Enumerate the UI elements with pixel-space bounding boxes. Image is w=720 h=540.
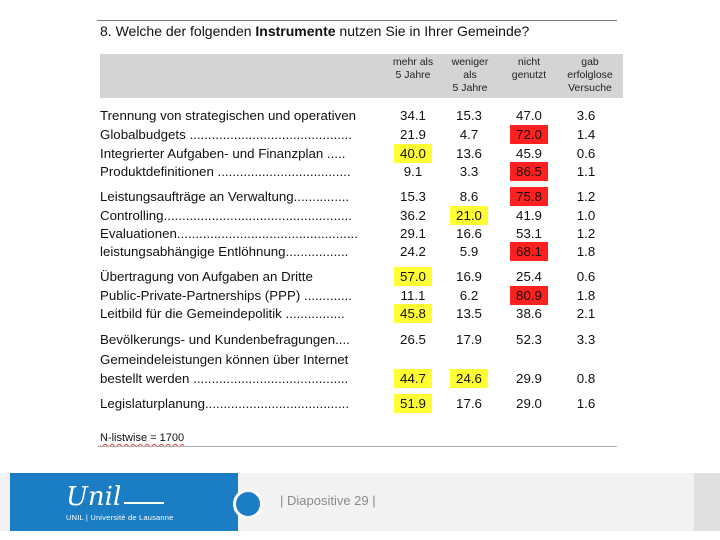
table-cell: 21.9 <box>400 127 426 142</box>
table-cell: 1.6 <box>576 396 596 411</box>
table-header-band <box>100 54 623 98</box>
column-header: mehr als 5 Jahre <box>392 56 434 81</box>
table-cell: 13.5 <box>456 306 482 321</box>
table-cell: 25.4 <box>516 269 542 284</box>
table-cell: 8.6 <box>459 189 479 204</box>
table-cell: 1.2 <box>576 189 596 204</box>
table-cell: 0.6 <box>576 146 596 161</box>
row-label: bestellt werden ........................… <box>100 371 349 386</box>
table-cell: 9.1 <box>403 164 423 179</box>
table-cell: 1.1 <box>576 164 596 179</box>
row-label: Trennung von strategischen und operative… <box>100 108 357 123</box>
table-cell: 36.2 <box>400 208 426 223</box>
table-cell: 0.8 <box>576 371 596 386</box>
table-cell: 3.3 <box>576 332 596 347</box>
table-cell: 41.9 <box>516 208 542 223</box>
table-cell: 13.6 <box>456 146 482 161</box>
row-label: Leistungsaufträge an Verwaltung.........… <box>100 189 350 204</box>
table-cell: 38.6 <box>516 306 542 321</box>
footnote: N-listwise = 1700 <box>100 432 185 444</box>
table-cell <box>394 350 432 369</box>
table-cell: 17.9 <box>456 332 482 347</box>
table-cell: 6.2 <box>459 288 479 303</box>
row-label: Gemeindeleistungen können über Internet <box>100 352 349 367</box>
row-label: leistungsabhängige Entlöhnung...........… <box>100 244 349 259</box>
table-cell: 15.3 <box>400 189 426 204</box>
row-label: Bevölkerungs- und Kundenbefragungen.... <box>100 332 350 347</box>
logo-subtitle: UNIL | Université de Lausanne <box>66 513 174 522</box>
table-cell: 16.9 <box>456 269 482 284</box>
footer-right-block <box>694 473 720 531</box>
row-label: Legislaturplanung.......................… <box>100 396 350 411</box>
question-text-before: Welche der folgenden <box>115 23 256 39</box>
top-rule <box>97 20 617 21</box>
table-cell: 0.6 <box>576 269 596 284</box>
table-cell: 24.6 <box>450 369 488 388</box>
table-cell: 68.1 <box>510 242 548 261</box>
table-cell: 51.9 <box>394 394 432 413</box>
table-cell: 21.0 <box>450 206 488 225</box>
table-cell: 1.4 <box>576 127 596 142</box>
table-cell: 40.0 <box>394 144 432 163</box>
question-text-bold: Instrumente <box>255 23 336 39</box>
column-header: nicht genutzt <box>511 56 547 81</box>
table-cell: 1.2 <box>576 226 596 241</box>
row-label: Evaluationen............................… <box>100 226 358 241</box>
table-cell: 47.0 <box>516 108 542 123</box>
table-cell: 75.8 <box>510 187 548 206</box>
table-cell: 3.3 <box>459 164 479 179</box>
row-label: Integrierter Aufgaben- und Finanzplan ..… <box>100 146 346 161</box>
table-cell: 24.2 <box>400 244 426 259</box>
footer-bullet <box>233 489 263 519</box>
table-cell <box>510 350 548 369</box>
table-cell: 80.9 <box>510 286 548 305</box>
table-cell: 4.7 <box>459 127 479 142</box>
table-cell: 52.3 <box>516 332 542 347</box>
table-cell <box>567 350 605 369</box>
table-cell: 16.6 <box>456 226 482 241</box>
table-cell: 45.9 <box>516 146 542 161</box>
table-cell: 29.1 <box>400 226 426 241</box>
table-cell <box>450 350 488 369</box>
column-header: gab erfolglose Versuche <box>567 56 613 94</box>
table-cell: 15.3 <box>456 108 482 123</box>
unil-logo-graphic: Unil <box>66 482 164 512</box>
row-label: Produktdefinitionen ....................… <box>100 164 351 179</box>
table-cell: 17.6 <box>456 396 482 411</box>
table-cell: 72.0 <box>510 125 548 144</box>
question-title: 8. Welche der folgenden Instrumente nutz… <box>100 23 529 39</box>
row-label: Übertragung von Aufgaben an Dritte <box>100 269 313 284</box>
bottom-rule <box>97 446 617 447</box>
slide-number: | Diapositive 29 | <box>280 493 376 508</box>
question-number: 8. <box>100 23 112 39</box>
table-cell: 1.8 <box>576 288 596 303</box>
table-cell: 29.0 <box>516 396 542 411</box>
table-cell: 53.1 <box>516 226 542 241</box>
row-label: Globalbudgets ..........................… <box>100 127 352 142</box>
table-cell: 1.8 <box>576 244 596 259</box>
table-cell: 57.0 <box>394 267 432 286</box>
table-cell: 29.9 <box>516 371 542 386</box>
table-cell: 1.0 <box>576 208 596 223</box>
table-cell: 11.1 <box>400 288 426 303</box>
unil-logo: Unil <box>66 481 166 516</box>
table-cell: 5.9 <box>459 244 479 259</box>
column-header: weniger als 5 Jahre <box>451 56 489 94</box>
row-label: Public-Private-Partnerships (PPP) ......… <box>100 288 352 303</box>
table-cell: 3.6 <box>576 108 596 123</box>
table-cell: 26.5 <box>400 332 426 347</box>
row-label: Controlling.............................… <box>100 208 352 223</box>
table-cell: 86.5 <box>510 162 548 181</box>
logo-word-text: Unil <box>66 482 121 511</box>
question-text-after: nutzen Sie in Ihrer Gemeinde? <box>335 23 530 39</box>
table-cell: 2.1 <box>576 306 596 321</box>
table-cell: 34.1 <box>400 108 426 123</box>
table-cell: 45.8 <box>394 304 432 323</box>
row-label: Leitbild für die Gemeindepolitik .......… <box>100 306 345 321</box>
table-cell: 44.7 <box>394 369 432 388</box>
